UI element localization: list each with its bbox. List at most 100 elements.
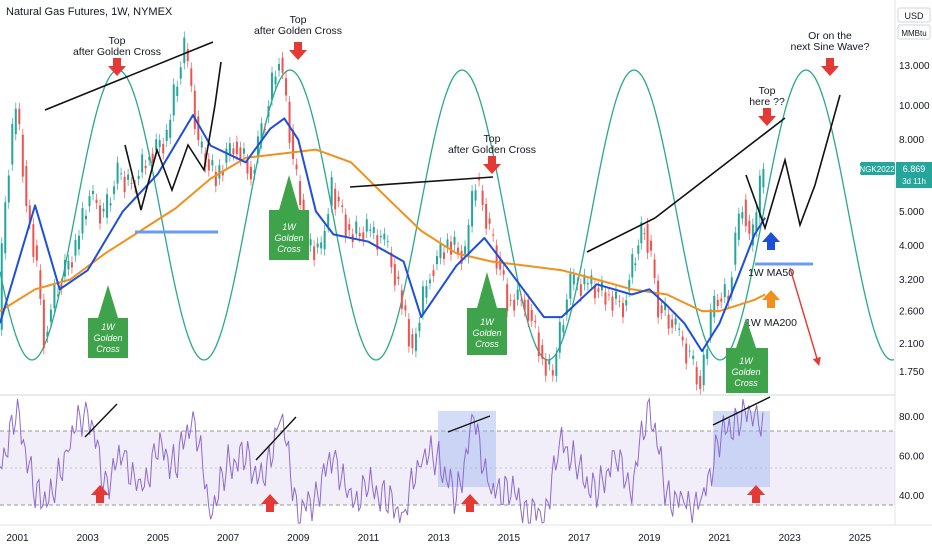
price-candle — [285, 78, 288, 96]
time-tick-label: 2017 — [568, 533, 591, 544]
price-candle — [176, 86, 179, 96]
rsi-axis[interactable]: 40.00 60.00 80.00 — [899, 412, 924, 502]
price-candle — [509, 299, 512, 301]
price-candle — [327, 214, 330, 227]
price-candle — [172, 84, 175, 116]
price-candle — [614, 291, 617, 299]
price-candle — [365, 219, 368, 232]
fractal-zigzag-1 — [124, 61, 222, 211]
price-candle — [67, 260, 70, 270]
price-candle — [295, 164, 298, 170]
rsi-arrows — [91, 485, 765, 512]
rsi-trend-lines — [84, 396, 771, 461]
price-candle — [544, 358, 547, 376]
price-candle — [460, 250, 463, 264]
rsi-pane — [0, 396, 895, 524]
time-tick-label: 2019 — [638, 533, 661, 544]
price-tick-label: 2.600 — [899, 307, 924, 318]
rsi-line — [0, 397, 764, 524]
ma200-line — [0, 148, 766, 313]
price-tag-countdown: 3d 11h — [902, 177, 926, 186]
price-tick-label: 1.750 — [899, 367, 924, 378]
price-tick-label: 3.200 — [899, 275, 924, 286]
golden-cross-box-1: 1W Golden Cross — [88, 285, 128, 358]
price-candle — [569, 273, 572, 299]
price-candle — [263, 129, 266, 130]
trend-line-2018 — [586, 217, 656, 253]
price-candle — [221, 170, 224, 176]
price-candle — [506, 284, 509, 312]
time-tick-label: 2025 — [849, 533, 872, 544]
price-candle — [225, 148, 228, 163]
price-candle — [628, 279, 631, 291]
price-candle — [253, 170, 256, 174]
price-candle — [404, 305, 407, 311]
price-candle — [60, 284, 63, 289]
price-candle — [358, 232, 361, 237]
price-candle — [190, 68, 193, 86]
golden-cross-boxes: 1W Golden Cross 1W Golden Cross 1W Golde… — [88, 175, 768, 393]
annotation-ma50: 1W MA50 — [748, 267, 794, 279]
price-candle — [734, 232, 737, 265]
svg-text:Cross: Cross — [96, 344, 120, 354]
price-candle — [218, 165, 221, 179]
svg-text:Golden: Golden — [93, 333, 122, 343]
time-tick-label: 2011 — [358, 533, 380, 544]
ma200-path — [0, 148, 766, 313]
price-candle — [723, 284, 726, 298]
rsi-highlight-2014 — [438, 411, 496, 487]
price-candle — [762, 168, 765, 188]
price-candle — [330, 177, 333, 207]
price-candle — [692, 355, 695, 359]
price-candle — [81, 208, 84, 234]
price-candle — [478, 178, 481, 181]
price-candle — [88, 196, 91, 207]
chart-title: Natural Gas Futures, 1W, NYMEX — [6, 6, 173, 18]
price-candle — [53, 285, 56, 309]
price-candle — [337, 196, 340, 202]
price-candle — [249, 166, 252, 180]
price-candle — [109, 203, 112, 206]
svg-text:1W: 1W — [480, 317, 495, 327]
price-candle — [495, 245, 498, 269]
price-candle — [28, 205, 31, 224]
price-candle — [35, 245, 38, 261]
price-candle — [320, 242, 323, 249]
price-pane — [0, 31, 895, 396]
price-candle — [653, 259, 656, 279]
price-candle — [706, 349, 709, 359]
annotation-ma200: 1W MA200 — [745, 317, 797, 329]
price-candle — [751, 224, 754, 246]
price-candle — [214, 171, 217, 187]
time-tick-label: 2005 — [147, 533, 170, 544]
rsi-tick-label: 60.00 — [899, 452, 924, 463]
price-candle — [369, 229, 372, 231]
price-candle — [70, 262, 73, 268]
annotation-top3-line2: after Golden Cross — [448, 144, 536, 156]
annotation-sine-line1: Or on the — [808, 30, 852, 42]
price-candle — [127, 174, 130, 180]
price-candle — [21, 134, 24, 177]
svg-text:1W: 1W — [739, 356, 754, 366]
price-candle — [755, 212, 758, 231]
price-candle — [730, 277, 733, 295]
price-candle — [523, 299, 526, 311]
axis-unit-badges[interactable]: USD MMBtu — [897, 7, 931, 40]
price-candle — [646, 224, 649, 253]
price-axis[interactable]: 1.7502.1002.6003.2004.0005.0006.5008.000… — [899, 30, 930, 379]
price-candle — [748, 220, 751, 234]
price-candle — [207, 159, 210, 171]
price-candle — [562, 325, 565, 333]
time-axis[interactable]: 2001 2003 2005 2007 2009 2011 2013 2015 2017 2019… — [6, 533, 871, 544]
price-candle — [211, 160, 214, 166]
price-candle — [141, 154, 144, 173]
price-candle — [313, 246, 316, 260]
svg-text:Cross: Cross — [734, 378, 758, 388]
price-candle — [7, 175, 10, 203]
price-candle — [481, 190, 484, 205]
price-candle — [379, 235, 382, 238]
currency-badge: USD — [904, 11, 924, 21]
price-candle — [267, 106, 270, 117]
price-candle — [77, 235, 80, 250]
